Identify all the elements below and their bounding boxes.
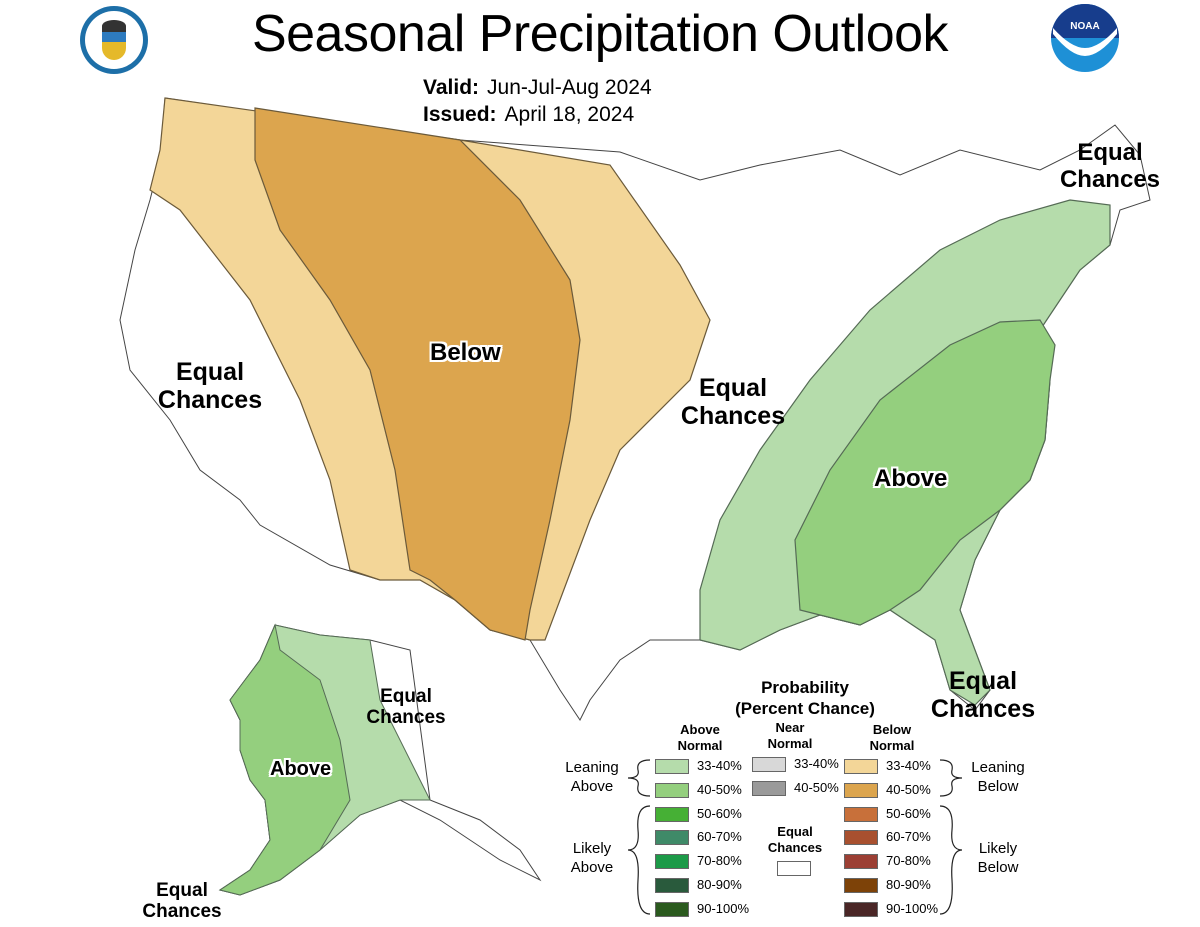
legend-swatch-label: 40-50% (697, 781, 742, 797)
department-of-commerce-seal (80, 6, 148, 74)
label-ec-west: Equal Chances (157, 358, 263, 414)
legend-likely-above: Likely Above (570, 840, 614, 876)
legend-swatch (655, 901, 689, 917)
below-region (254, 107, 581, 641)
legend-swatch-label: 33-40% (794, 756, 839, 771)
legend-swatch (655, 759, 689, 774)
legend-swatch-label: 70-80% (697, 853, 742, 869)
legend-swatch-label: 80-90% (697, 877, 742, 892)
legend-swatch (655, 878, 689, 893)
issued-label: Issued: (423, 103, 497, 126)
label-above-southeast: Above (874, 465, 948, 492)
label-above-alaska: Above (270, 758, 332, 780)
noaa-logo-text: NOAA (1070, 21, 1100, 32)
legend-swatch-label: 40-50% (794, 779, 839, 795)
legend-title: Probability (Percent Chance) (735, 678, 875, 718)
legend-swatch-label: 40-50% (886, 781, 931, 797)
alaska-above-region (218, 623, 351, 896)
legend-header-near: Near Normal (767, 720, 813, 751)
above-region (794, 319, 1056, 626)
legend-swatch-label: 80-90% (886, 877, 931, 892)
label-ec-midwest: Equal Chances (680, 374, 786, 430)
legend-leaning-above: Leaning Above (565, 759, 619, 795)
label-ec-alaska-east: Equal Chances (366, 686, 446, 729)
legend-swatch (844, 782, 878, 798)
page-title: Seasonal Precipitation Outlook (251, 5, 949, 63)
noaa-logo: NOAA (1051, 4, 1119, 72)
legend-swatch-label: 90-100% (697, 900, 750, 916)
label-ec-northeast: Equal Chances (1059, 139, 1161, 193)
label-below-center: Below (430, 339, 501, 366)
legend-swatch-label: 50-60% (886, 805, 931, 821)
legend-swatch (655, 782, 689, 798)
outlook-meta: Valid: Jun-Jul-Aug 2024 Issued: April 18, … (423, 74, 652, 128)
legend-swatch-label: 60-70% (697, 829, 742, 845)
legend-swatch-label: 33-40% (697, 758, 742, 773)
legend-swatch (655, 830, 689, 846)
legend-swatch (844, 854, 878, 870)
valid-value: Jun-Jul-Aug 2024 (487, 76, 652, 99)
legend-swatch (655, 806, 689, 822)
legend-equal-chances: Equal Chances (767, 824, 823, 855)
legend-swatch (752, 780, 786, 796)
legend-swatch (844, 830, 878, 846)
legend-swatch (655, 854, 689, 870)
legend-swatch-label: 33-40% (886, 758, 931, 773)
legend-swatch-label: 70-80% (886, 853, 931, 869)
legend-header-above: Above Normal (677, 722, 723, 753)
legend-swatch (844, 878, 878, 893)
legend-swatch (844, 759, 878, 774)
legend-leaning-below: Leaning Below (971, 759, 1025, 795)
label-ec-florida: Equal Chances (930, 667, 1036, 723)
legend-swatch (752, 757, 786, 772)
valid-label: Valid: (423, 76, 480, 99)
legend-header-below: Below Normal (869, 722, 915, 753)
legend-swatch-label: 90-100% (886, 900, 939, 916)
label-ec-aleutians: Equal Chances (142, 880, 222, 923)
legend-swatch (844, 901, 878, 917)
legend-swatch (844, 806, 878, 822)
legend-likely-below: Likely Below (977, 840, 1019, 876)
issued-value: April 18, 2024 (504, 103, 635, 126)
legend-swatch-equal-chances (777, 861, 811, 876)
legend-swatch-label: 50-60% (697, 805, 742, 821)
legend-swatch-label: 60-70% (886, 829, 931, 845)
